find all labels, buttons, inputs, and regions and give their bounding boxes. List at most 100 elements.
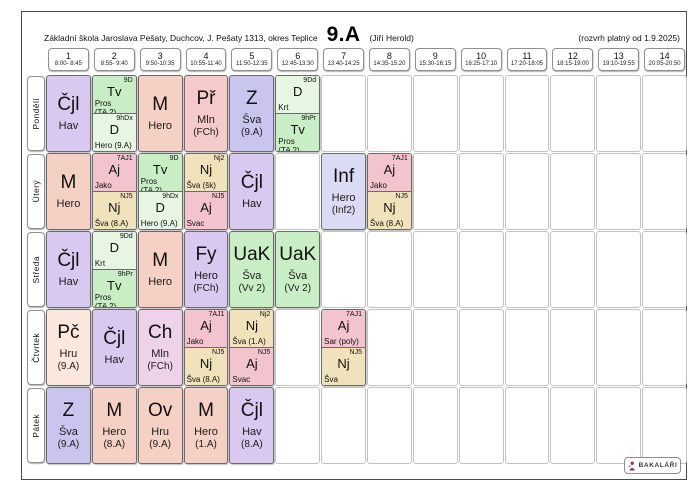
lesson-cell: Z Šva (9.A) <box>46 387 91 464</box>
lesson-room: (1.A) <box>195 438 217 450</box>
period-time: 9:50-10:35 <box>145 61 175 67</box>
lesson-teacher: Šva <box>242 113 262 126</box>
lesson-subject: Z <box>62 399 75 421</box>
lesson-cell: Čjl Hav (8.A) <box>229 387 275 464</box>
empty-cell <box>412 387 458 464</box>
lesson-cell: Ch Mln (FCh) <box>137 309 183 386</box>
group-tag: 9D <box>169 155 179 162</box>
empty-cell <box>412 75 458 152</box>
group-tag: NJ5 <box>395 193 408 200</box>
lesson-cell: M Hero (1.A) <box>183 387 229 464</box>
lesson-subject: M <box>198 399 214 421</box>
day-name: Pondělí <box>31 97 41 130</box>
group-subject: D <box>293 84 303 99</box>
empty-cell <box>504 231 550 308</box>
lesson-cell: Z Šva (9.A) <box>229 75 275 152</box>
lesson-group: NJ5 Aj Svac <box>184 191 228 229</box>
group-subject: Aj <box>246 356 258 371</box>
lesson-group: NJ5 Nj Šva (8.A) <box>368 191 411 229</box>
lesson-subject: M <box>60 171 77 193</box>
period-header: 10 16:25-17:10 <box>460 48 502 71</box>
group-teacher-room: Svac <box>186 219 205 228</box>
lesson-subject: Čjl <box>103 327 126 349</box>
period-time: 15:30-16:15 <box>419 61 452 67</box>
lesson-teacher: Hero <box>56 197 81 210</box>
lesson-group: NJ5 Nj Šva (8.A) <box>92 191 136 229</box>
period-time: 20:05-20:50 <box>648 61 681 67</box>
lesson-group: 9Dd D Krt <box>92 232 136 269</box>
group-teacher-room: Jako <box>94 181 112 190</box>
empty-cell <box>550 153 596 230</box>
lesson-cell: Fy Hero (FCh) <box>183 231 229 308</box>
group-teacher-room: Hero (9.A) <box>140 219 178 228</box>
period-header: 3 9:50-10:35 <box>139 48 181 71</box>
lesson-room: (Vv 2) <box>284 282 312 294</box>
lesson-group: 9hDx D Hero (9.A) <box>92 113 136 151</box>
lesson-cell: Př Mln (FCh) <box>183 75 229 152</box>
lesson-group: 7AJ1 Aj Jako <box>92 154 136 191</box>
lesson-subject: M <box>106 399 123 421</box>
empty-cell <box>458 387 504 464</box>
group-tag: 9Dd <box>119 233 133 240</box>
group-teacher-room: Šva <box>324 375 338 384</box>
lesson-cell: Čjl Hav <box>46 231 91 308</box>
group-tag: 7AJ1 <box>391 155 408 162</box>
day-label: Čtvrtek <box>27 310 45 385</box>
period-number: 14 <box>659 51 670 61</box>
empty-cell <box>504 153 550 230</box>
lesson-cell: Inf Hero (Inf2) <box>321 153 366 230</box>
empty-cell <box>275 387 321 464</box>
group-teacher-room: Jako <box>186 337 204 346</box>
group-teacher-room: Pros (Tě.2) <box>94 99 116 117</box>
lesson-group: 7AJ1 Aj Jako <box>184 310 228 347</box>
lesson-subject: M <box>152 93 169 115</box>
group-teacher-room: Svac <box>232 375 251 384</box>
group-subject: D <box>155 200 165 215</box>
day-label: Středa <box>27 232 45 307</box>
period-time: 16:25-17:10 <box>465 61 498 67</box>
lesson-cell: Čjl Hav <box>91 309 137 386</box>
lesson-teacher: Hru <box>151 425 169 438</box>
group-teacher-room: Krt <box>278 103 289 112</box>
group-subject: Tv <box>107 278 122 293</box>
day-name: Pátek <box>31 413 41 438</box>
period-number: 6 <box>295 51 301 61</box>
lesson-subject: Čjl <box>57 249 80 271</box>
empty-cell <box>367 75 412 152</box>
period-time: 18:15-19:00 <box>556 61 589 67</box>
group-subject: Aj <box>200 200 212 215</box>
lesson-group: 7AJ1 Aj Sar (poly) <box>322 310 365 347</box>
lesson-teacher: Mln <box>151 347 169 360</box>
lesson-subject: UaK <box>279 243 317 265</box>
group-teacher-room: Pros (Tě.2) <box>140 177 162 195</box>
lesson-teacher: Hero <box>194 425 218 438</box>
group-subject: Nj <box>245 318 258 333</box>
lesson-teacher: Hero <box>194 269 218 282</box>
period-number: 9 <box>432 51 438 61</box>
lesson-room: (Inf2) <box>331 204 356 216</box>
group-tag: 9D <box>123 77 133 84</box>
empty-cell <box>412 153 458 230</box>
group-tag: 9hPr <box>301 115 317 122</box>
lesson-subject: Z <box>246 87 258 109</box>
lesson-room: (8.A) <box>241 438 263 450</box>
period-number: 5 <box>249 51 255 61</box>
day-name: Úterý <box>31 180 41 203</box>
period-number: 11 <box>522 51 532 61</box>
group-subject: Aj <box>108 162 121 177</box>
period-number: 2 <box>111 51 117 61</box>
period-time: 10:55-11:40 <box>190 61 222 67</box>
group-teacher-room: Šva (šk) <box>186 181 216 190</box>
empty-cell <box>642 153 687 230</box>
empty-cell <box>642 309 687 386</box>
lesson-group: 9hPr Tv Pros (Tě.2) <box>276 113 320 151</box>
group-tag: 7AJ1 <box>208 311 225 318</box>
group-tag: 7AJ1 <box>346 311 362 318</box>
period-header: 5 11:50-12:35 <box>231 48 273 71</box>
group-subject: Nj <box>108 200 121 215</box>
lesson-teacher: Hero <box>331 191 356 204</box>
group-tag: 9hPr <box>117 271 133 278</box>
lesson-room: (9.A) <box>241 126 263 138</box>
group-teacher-room: Pros (Tě.2) <box>94 293 117 308</box>
